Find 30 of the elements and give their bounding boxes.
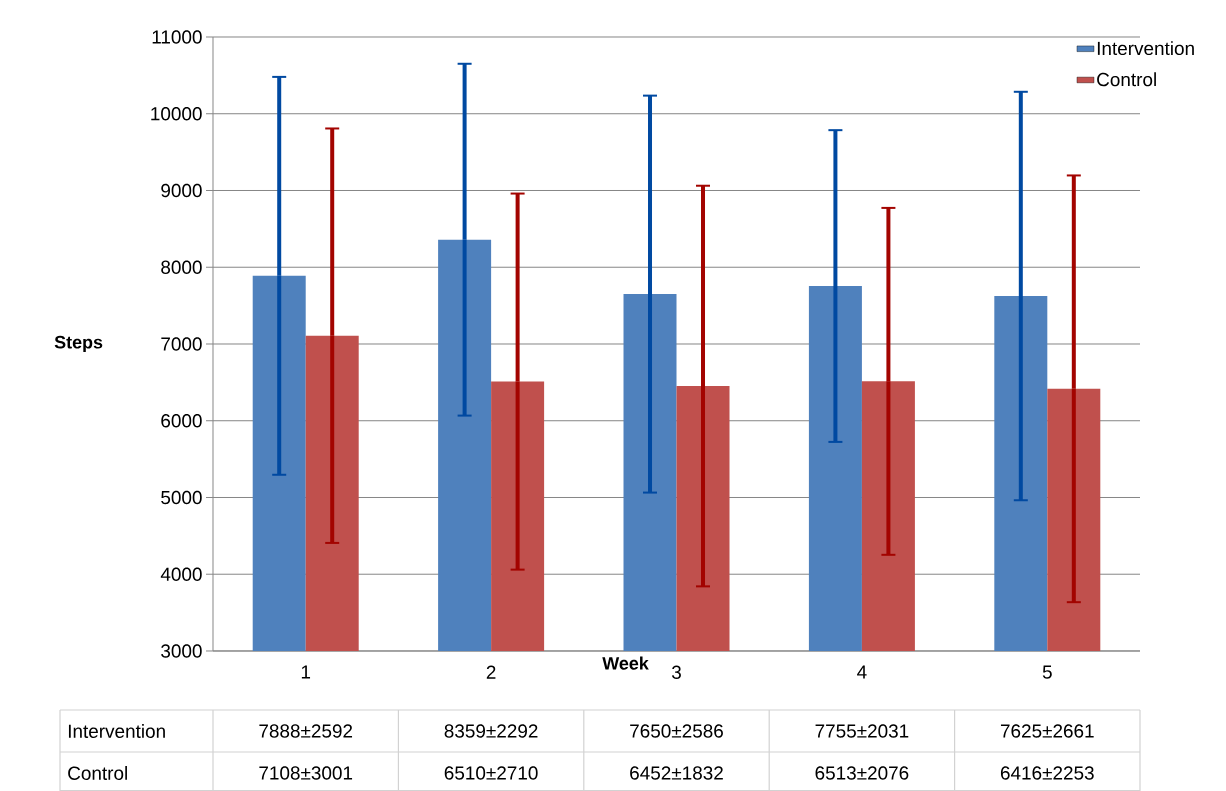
data-label: 7650±2586 [630, 724, 723, 738]
y-tick-label: 3000 [161, 644, 202, 658]
x-tick-label: 5 [1042, 665, 1052, 679]
data-label: 7108±3001 [259, 766, 353, 780]
y-tick-label: 7000 [161, 337, 202, 351]
data-label: 7888±2592 [259, 724, 353, 738]
x-axis-title: Week [602, 656, 649, 670]
x-tick-label: 4 [857, 665, 867, 679]
y-tick-label: 9000 [161, 183, 202, 198]
x-tick-label: 3 [671, 665, 681, 679]
y-tick-label: 4000 [160, 567, 202, 581]
data-label: 6452±1832 [630, 766, 723, 780]
text: Intervention [68, 724, 165, 738]
data-label: 6510±2710 [444, 766, 538, 780]
y-tick-label: 8000 [161, 260, 202, 274]
y-tick-label: 10000 [151, 107, 202, 121]
y-tick-label: 6000 [161, 414, 202, 428]
y-axis-title: Steps [54, 335, 103, 353]
y-tick-label: 5000 [161, 490, 202, 505]
legend-label: Control [1097, 72, 1156, 87]
text: Control [68, 766, 127, 780]
x-tick-label: 1 [301, 665, 311, 679]
data-label: 6513±2076 [815, 766, 909, 780]
legend-label: Intervention [1097, 41, 1194, 56]
data-label: 6416±2253 [1000, 766, 1094, 780]
data-label: 7755±2031 [815, 724, 909, 738]
data-label: 8359±2292 [444, 724, 538, 738]
y-tick-label: 11000 [152, 30, 202, 44]
x-tick-label: 2 [486, 665, 496, 679]
data-label: 7625±2661 [1000, 724, 1094, 738]
